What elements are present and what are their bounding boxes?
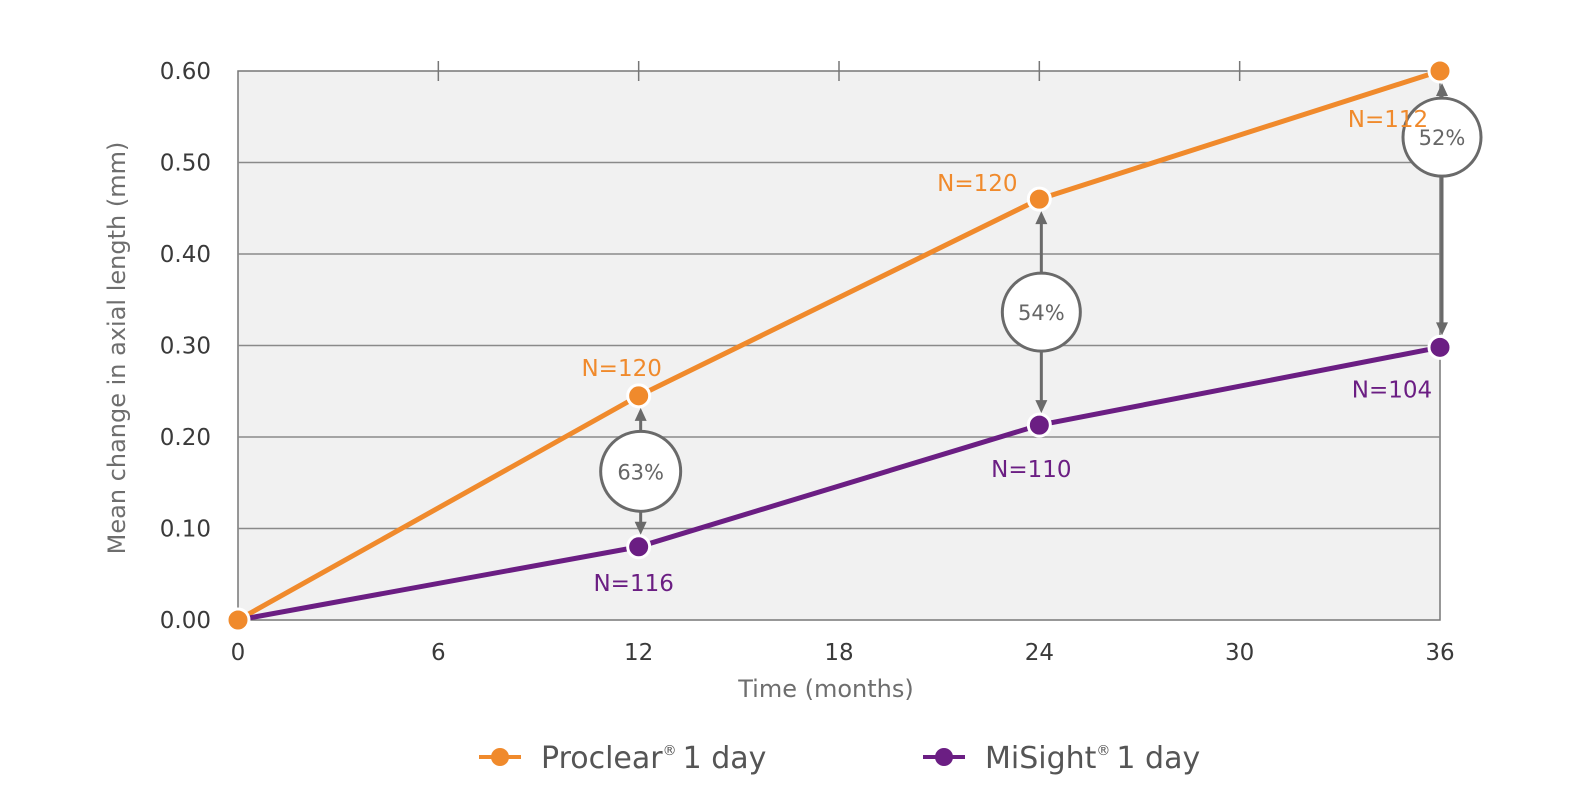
percent-label: 52% [1419, 126, 1466, 150]
n-label-proclear: N=112 [1348, 107, 1428, 133]
legend-marker-swatch [491, 748, 509, 766]
legend-item-proclear: Proclear® 1 day [479, 741, 766, 776]
axis-ticks [437, 61, 1241, 81]
n-label-proclear: N=120 [581, 356, 661, 382]
legend-brand: Proclear [541, 741, 663, 776]
arrow-head-up-icon [1035, 211, 1048, 225]
x-tick-label: 30 [1225, 640, 1254, 666]
y-tick-label: 0.00 [160, 608, 211, 634]
y-tick-labels: 0.00 0.10 0.20 0.30 0.40 0.50 0.60 [160, 59, 211, 634]
registered-mark: ® [663, 743, 677, 759]
difference-annotations: 63% 54% 52% [599, 83, 1483, 535]
legend-label: MiSight® 1 day [985, 741, 1200, 776]
x-tick-label: 0 [231, 640, 246, 666]
data-point-proclear [1427, 58, 1453, 84]
difference-annotation: 52% [1401, 83, 1483, 336]
y-tick-label: 0.40 [160, 242, 211, 268]
x-tick-label: 24 [1025, 640, 1054, 666]
legend-marker-swatch [935, 748, 953, 766]
y-tick-label: 0.50 [160, 151, 211, 177]
legend-brand: MiSight [985, 741, 1097, 776]
arrow-head-down-icon [1436, 322, 1448, 336]
data-point-misight [626, 534, 652, 560]
arrow-head-up-icon [1436, 83, 1448, 96]
series-line-proclear [235, 68, 1443, 623]
data-point-misight [1026, 412, 1052, 438]
y-tick-label: 0.20 [160, 425, 211, 451]
data-point-misight [1427, 334, 1453, 360]
difference-annotation: 54% [1000, 211, 1082, 414]
x-axis-title: Time (months) [737, 675, 914, 703]
arrow-head-down-icon [1035, 400, 1048, 414]
legend: Proclear® 1 day MiSight® 1 day [479, 741, 1200, 776]
percent-circle [1000, 271, 1082, 353]
n-label-misight: N=110 [991, 457, 1071, 483]
percent-circle [599, 429, 683, 513]
legend-item-misight: MiSight® 1 day [923, 741, 1200, 776]
series-line-misight [235, 344, 1443, 623]
percent-circle [1401, 96, 1483, 178]
data-point-proclear [1026, 186, 1052, 212]
data-markers [225, 58, 1453, 633]
data-point-proclear [225, 607, 251, 633]
difference-annotation: 63% [599, 407, 683, 535]
registered-mark: ® [1096, 743, 1110, 759]
n-labels: N=120 N=120 N=112 N=116 N=110 N=104 [581, 107, 1432, 597]
y-tick-label: 0.30 [160, 334, 211, 360]
x-tick-label: 18 [824, 640, 853, 666]
percent-label: 63% [617, 460, 664, 484]
y-tick-label: 0.60 [160, 59, 211, 85]
x-tick-labels: 0 6 12 18 24 30 36 [231, 640, 1455, 666]
percent-label: 54% [1018, 301, 1065, 325]
n-label-proclear: N=120 [937, 171, 1017, 197]
legend-label: Proclear® 1 day [541, 741, 766, 776]
series-lines [235, 68, 1443, 623]
n-label-misight: N=116 [593, 571, 673, 597]
y-axis-title: Mean change in axial length (mm) [103, 142, 131, 555]
y-tick-label: 0.10 [160, 517, 211, 543]
legend-suffix: 1 day [1116, 741, 1200, 776]
x-tick-label: 36 [1425, 640, 1454, 666]
arrow-head-down-icon [634, 521, 647, 535]
x-tick-label: 12 [624, 640, 653, 666]
x-tick-label: 6 [431, 640, 446, 666]
data-point-proclear [626, 383, 652, 409]
arrow-head-up-icon [634, 407, 647, 421]
n-label-misight: N=104 [1352, 377, 1432, 403]
grid-lines [238, 161, 1440, 530]
legend-suffix: 1 day [683, 741, 767, 776]
